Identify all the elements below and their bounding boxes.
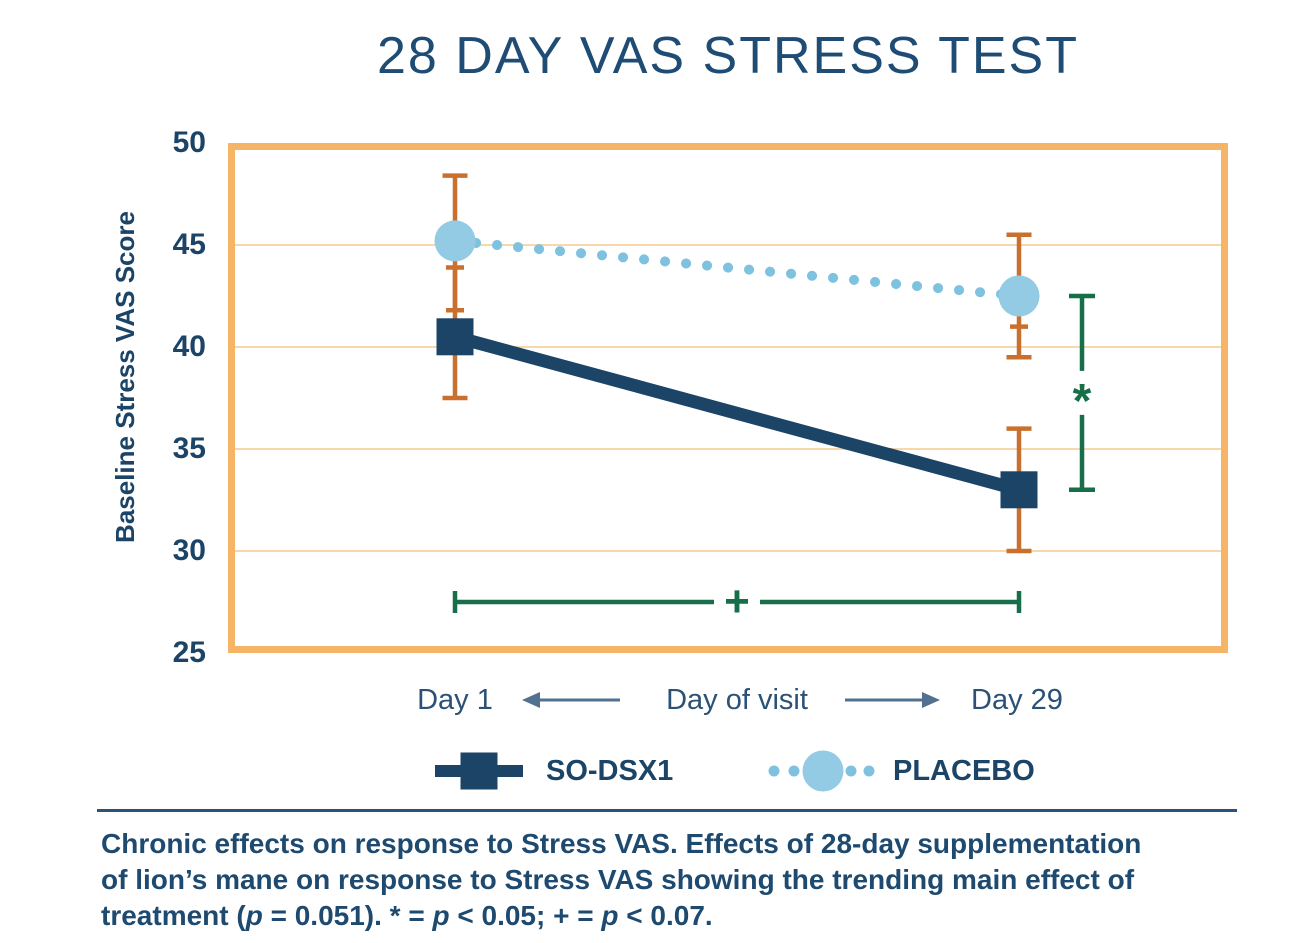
- x-tick-day29: Day 29: [971, 684, 1063, 716]
- y-tick-30: 30: [172, 534, 206, 567]
- asterisk-symbol: *: [1073, 375, 1092, 428]
- marker-circle-placebo: [434, 220, 476, 262]
- series-line-placebo: [450, 235, 1024, 301]
- caption: Chronic effects on response to Stress VA…: [101, 826, 1291, 934]
- caption-divider: [97, 809, 1237, 812]
- marker-square-so-dsx1: [1000, 471, 1038, 509]
- plot-border: [228, 143, 1228, 653]
- legend-dot: [863, 765, 875, 777]
- caption-line: of lion’s mane on response to Stress VAS…: [101, 864, 1135, 895]
- legend-label-placebo: PLACEBO: [893, 755, 1035, 787]
- legend-label-so-dsx1: SO-DSX1: [546, 755, 674, 787]
- caption-line: treatment (p = 0.051). * = p < 0.05; + =…: [101, 900, 713, 931]
- legend-circle-icon: [802, 750, 844, 792]
- y-tick-25: 25: [172, 636, 206, 669]
- legend-square-icon: [460, 752, 498, 790]
- legend-dot: [845, 765, 857, 777]
- chart-title: 28 DAY VAS STRESS TEST: [377, 27, 1079, 85]
- marker-square-so-dsx1: [436, 318, 474, 356]
- marker-circle-placebo: [998, 275, 1040, 317]
- y-tick-50: 50: [172, 126, 206, 159]
- y-tick-35: 35: [172, 432, 206, 465]
- plus-symbol: +: [724, 577, 750, 626]
- arrow-right-icon: [922, 692, 940, 708]
- arrow-left-icon: [522, 692, 540, 708]
- caption-line: Chronic effects on response to Stress VA…: [101, 828, 1142, 859]
- x-axis-label: Day of visit: [666, 684, 808, 716]
- y-tick-40: 40: [172, 330, 206, 363]
- legend-dot: [768, 765, 780, 777]
- x-tick-day1: Day 1: [417, 684, 493, 716]
- y-tick-45: 45: [172, 228, 206, 261]
- series-line-so-dsx1: [453, 330, 1021, 497]
- legend-dot: [788, 765, 800, 777]
